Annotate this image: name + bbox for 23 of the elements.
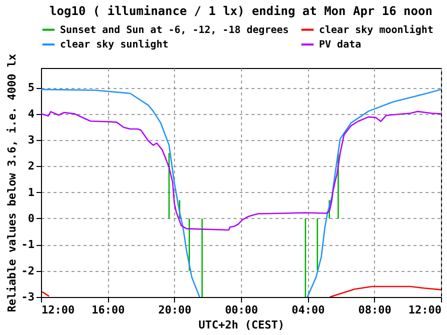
y-tick-label: 2 (28, 160, 34, 173)
x-tick-label: 00:00 (224, 304, 258, 316)
legend-label: Sunset and Sun at -6, -12, -18 degrees (60, 24, 289, 36)
x-tick-label: 12:00 (408, 304, 442, 316)
x-tick-label: 20:00 (158, 304, 192, 316)
x-tick-label: 04:00 (292, 304, 325, 316)
x-tick-label: 08:00 (358, 304, 392, 316)
y-axis-title: Reliable values below 3.6, i.e. 4000 lx (5, 53, 18, 312)
y-tick-label: -3 (21, 290, 34, 304)
y-tick-label: 5 (28, 81, 34, 94)
legend-label: clear sky moonlight (319, 24, 434, 36)
x-axis-title: UTC+2h (CEST) (198, 318, 285, 332)
y-tick-label: 3 (28, 133, 34, 146)
legend-label: PV data (319, 40, 362, 50)
y-tick-label: -2 (21, 264, 34, 278)
legend-label: clear sky sunlight (60, 38, 168, 50)
x-tick-label: 12:00 (42, 304, 75, 316)
x-tick-label: 16:00 (92, 304, 125, 316)
y-tick-label: 1 (28, 186, 35, 199)
y-tick-label: -1 (21, 238, 35, 252)
chart-title: log10 ( illuminance / 1 lx) ending at Mon Apr 16 noon (50, 4, 432, 18)
y-tick-label: 4 (28, 107, 35, 120)
y-tick-label: 0 (28, 212, 34, 225)
